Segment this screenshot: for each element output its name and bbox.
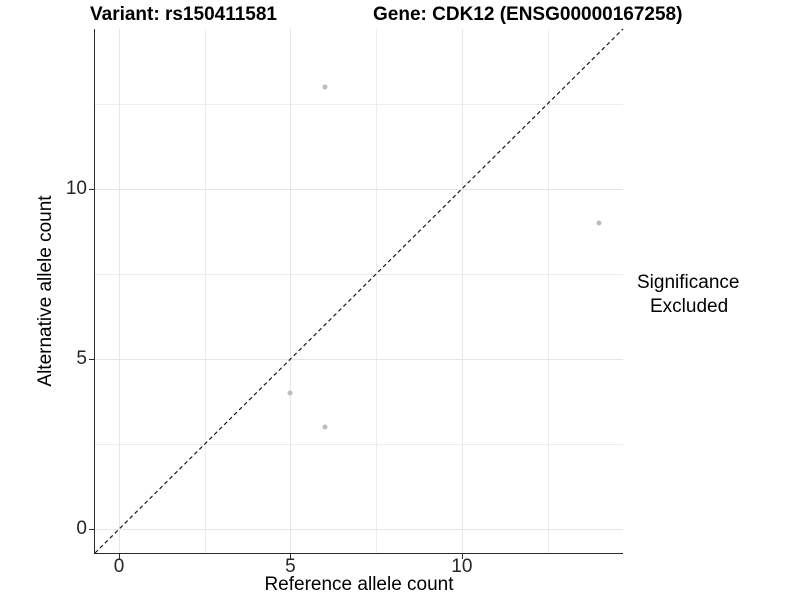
identity-dashed-line — [94, 28, 624, 554]
x-tick-label: 10 — [451, 556, 473, 577]
data-point — [322, 84, 328, 90]
excluded-point-icon — [637, 304, 644, 311]
y-tick-mark — [89, 529, 94, 531]
gridline-minor — [95, 103, 623, 105]
y-tick-label: 5 — [76, 348, 87, 370]
gridline-minor — [547, 29, 549, 553]
gridline-major — [95, 188, 623, 190]
y-tick-mark — [89, 359, 94, 361]
data-point — [596, 220, 602, 226]
gridline-major — [95, 529, 623, 531]
legend: Significance Excluded — [637, 272, 739, 318]
gridline-major — [461, 29, 463, 553]
x-tick-label: 5 — [285, 556, 296, 577]
gridline-major — [290, 29, 292, 553]
gridline-minor — [95, 273, 623, 275]
gridline-minor — [95, 444, 623, 446]
x-tick-mark — [461, 554, 463, 559]
data-point — [287, 390, 293, 396]
legend-item-label: Excluded — [650, 296, 729, 317]
y-tick-label: 0 — [76, 518, 87, 540]
gene-title: Gene: CDK12 (ENSG00000167258) — [373, 4, 683, 25]
x-tick-mark — [290, 554, 292, 559]
gridline-major — [119, 29, 120, 553]
variant-title: Variant: rs150411581 — [90, 4, 277, 25]
legend-item-excluded: Excluded — [637, 296, 739, 318]
x-tick-label: 0 — [113, 556, 125, 577]
gridline-major — [95, 359, 623, 361]
legend-title: Significance — [637, 272, 740, 293]
x-tick-mark — [119, 554, 120, 559]
y-tick-label: 10 — [65, 177, 87, 199]
gridline-minor — [204, 29, 206, 553]
plot-panel — [94, 28, 624, 554]
y-tick-mark — [89, 188, 94, 190]
x-axis-label: Reference allele count — [264, 574, 454, 595]
gridline-minor — [376, 29, 378, 553]
data-point — [322, 424, 328, 430]
